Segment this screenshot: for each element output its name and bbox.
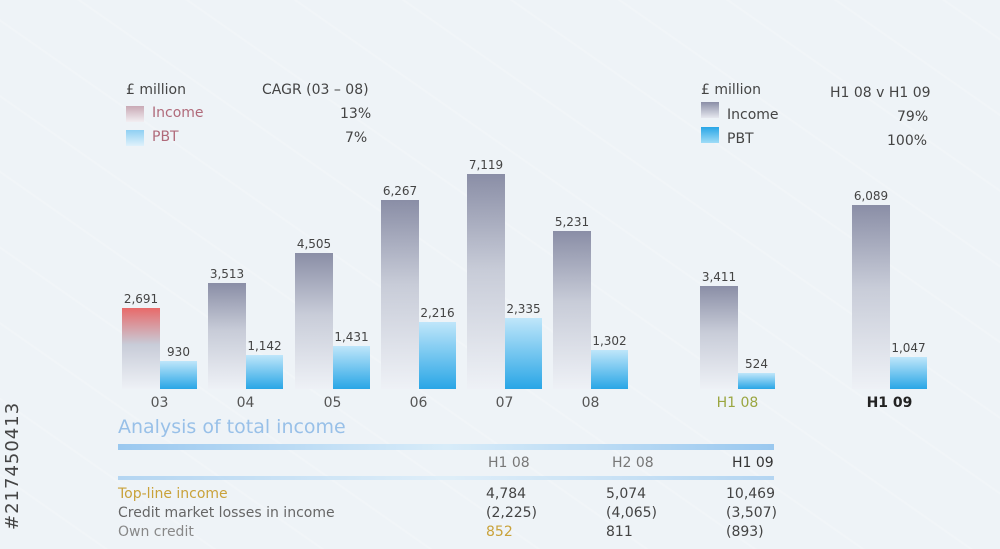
bar-income-label-3: 6,267 [382, 183, 418, 198]
category-label-7: H1 09 [866, 395, 913, 411]
bar-pbt-label-3: 2,216 [420, 306, 455, 321]
analysis-col-h2-08: H2 08 [612, 455, 654, 471]
analysis-row-label-2: Own credit [118, 524, 194, 540]
analysis-cell-0-1: 5,074 [606, 486, 647, 502]
analysis-divider-top [118, 444, 774, 450]
analysis-cell-2-1: 811 [606, 524, 633, 540]
bar-income-label-5: 5,231 [554, 215, 590, 230]
bar-income-label-4: 7,119 [468, 158, 504, 172]
bar-pbt-label-1: 1,142 [247, 338, 282, 353]
legend-left-unit: £ million [126, 82, 186, 98]
category-label-4: 07 [495, 395, 514, 411]
legend-left-income-swatch [126, 106, 144, 122]
analysis-cell-2-2: (893) [726, 524, 764, 540]
legend-right-unit: £ million [701, 82, 761, 98]
analysis-cell-0-0: 4,784 [486, 486, 527, 502]
analysis-col-h1-09: H1 09 [732, 455, 774, 471]
bar-pbt-4 [505, 318, 542, 389]
watermark-id: #217450413 [2, 401, 23, 530]
bar-pbt-0 [160, 360, 197, 389]
bar-pbt-6 [738, 373, 775, 389]
bar-income-label-1: 3,513 [209, 266, 245, 281]
analysis-cell-2-0: 852 [486, 524, 513, 540]
bar-income-label-0: 2,691 [123, 291, 159, 306]
analysis-title: Analysis of total income [118, 416, 346, 438]
bar-income-6 [700, 285, 738, 389]
category-label-6: H1 08 [716, 395, 759, 411]
legend-right-header: H1 08 v H1 09 [830, 85, 931, 101]
legend-right-income-swatch [701, 102, 719, 118]
analysis-cell-1-0: (2,225) [486, 505, 538, 521]
analysis-divider-header [118, 476, 774, 480]
legend-right-pbt-label: PBT [727, 131, 754, 147]
bar-pbt-3 [419, 322, 456, 389]
bar-pbt-1 [246, 354, 283, 389]
legend-left-pbt-swatch [126, 130, 144, 146]
category-label-2: 05 [323, 395, 342, 411]
legend-left-pbt-value: 7% [345, 130, 368, 146]
bar-income-5 [553, 231, 591, 389]
category-label-1: 04 [236, 395, 255, 411]
legend-right-income-value: 79% [897, 109, 929, 125]
legend-left-header: CAGR (03 – 08) [262, 82, 369, 98]
analysis-cell-1-2: (3,507) [726, 505, 778, 521]
analysis-cell-1-1: (4,065) [606, 505, 658, 521]
bar-income-label-2: 4,505 [296, 236, 332, 251]
category-label-3: 06 [409, 395, 428, 411]
legend-left-pbt-label: PBT [152, 129, 179, 145]
bar-income-4 [467, 174, 505, 389]
bar-income-2 [295, 252, 333, 389]
legend-right-pbt-swatch [701, 127, 719, 143]
bar-pbt-label-6: 524 [745, 357, 768, 372]
bar-income-7 [852, 205, 890, 389]
bar-income-0 [122, 307, 160, 389]
bar-pbt-7 [890, 357, 927, 389]
bar-pbt-5 [591, 349, 628, 389]
bar-pbt-label-7: 1,047 [891, 341, 926, 356]
bar-pbt-label-5: 1,302 [592, 333, 627, 348]
category-label-0: 03 [150, 395, 169, 411]
bar-pbt-label-2: 1,431 [334, 329, 369, 344]
bar-income-1 [208, 282, 246, 389]
bar-pbt-label-0: 930 [167, 344, 190, 359]
legend-right-pbt-value: 100% [887, 133, 928, 149]
analysis-row-label-1: Credit market losses in income [118, 505, 335, 521]
legend-left-income-value: 13% [340, 106, 372, 122]
bar-income-3 [381, 199, 419, 389]
analysis-cell-0-2: 10,469 [726, 486, 775, 502]
category-label-5: 08 [581, 395, 600, 411]
legend-right-income-label: Income [727, 107, 779, 123]
legend-left-income-label: Income [152, 105, 204, 121]
analysis-col-h1-08: H1 08 [488, 455, 530, 471]
analysis-row-label-0: Top-line income [118, 486, 228, 502]
bar-income-label-6: 3,411 [701, 269, 737, 284]
bar-income-label-7: 6,089 [853, 189, 889, 204]
bar-pbt-2 [333, 345, 370, 389]
bar-pbt-label-4: 2,335 [506, 302, 541, 317]
